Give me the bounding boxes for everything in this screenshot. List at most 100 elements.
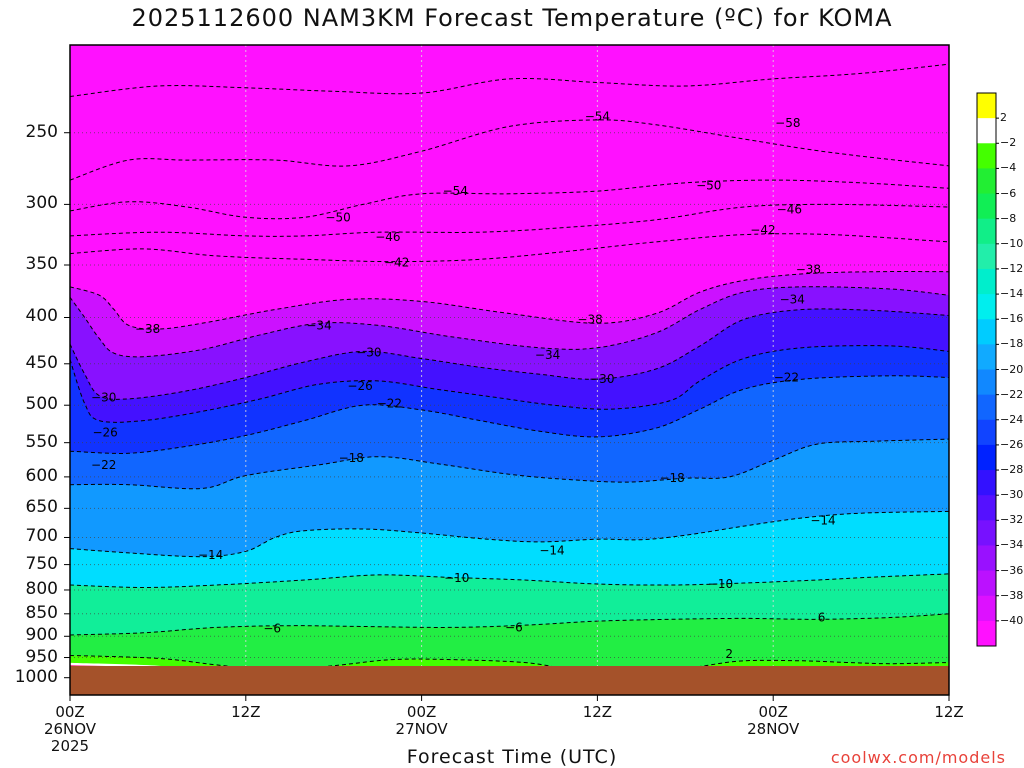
colorbar-swatch bbox=[977, 394, 996, 421]
contour-line bbox=[70, 510, 949, 558]
colorbar-swatch bbox=[977, 143, 996, 169]
contour-label: −46 bbox=[375, 230, 400, 244]
plot-frame bbox=[69, 44, 950, 696]
colorbar-label: −34 bbox=[1000, 538, 1024, 552]
colorbar-swatch bbox=[977, 495, 996, 521]
contour-label: −22 bbox=[377, 397, 402, 411]
colorbar-swatch bbox=[977, 168, 996, 195]
contour-line bbox=[70, 119, 949, 181]
y-tick-label: 350 bbox=[25, 253, 58, 274]
contour-line bbox=[70, 63, 949, 97]
colorbar-swatch bbox=[977, 444, 996, 471]
colorbar-swatch bbox=[977, 595, 996, 622]
colorbar-label: −2 bbox=[1000, 136, 1017, 150]
colorbar-label: −22 bbox=[1000, 387, 1024, 401]
contour-label: −22 bbox=[774, 371, 799, 385]
contour-label: −26 bbox=[347, 379, 372, 393]
colorbar-label: −6 bbox=[1000, 186, 1017, 200]
contour-label: −38 bbox=[135, 322, 160, 336]
contour-label: −30 bbox=[356, 345, 381, 359]
colorbar-label: −26 bbox=[1000, 437, 1024, 451]
contour-label: −6 bbox=[263, 621, 281, 635]
colorbar-label: −18 bbox=[1000, 337, 1024, 351]
contour-label: −38 bbox=[577, 312, 602, 326]
contour-label: −50 bbox=[696, 179, 721, 193]
colorbar-swatch bbox=[977, 218, 996, 245]
y-tick-label: 1000 bbox=[14, 666, 58, 687]
contour-label: −30 bbox=[589, 372, 614, 386]
colorbar-label: −30 bbox=[1000, 488, 1024, 502]
contour-label: −34 bbox=[306, 318, 331, 332]
watermark: coolwx.com/models bbox=[830, 748, 1006, 767]
y-tick-label: 500 bbox=[25, 394, 58, 415]
colorbar-swatch bbox=[977, 268, 996, 295]
x-axis-title: Forecast Time (UTC) bbox=[406, 746, 618, 768]
contour-label: 2 bbox=[725, 647, 733, 661]
contour-label: −46 bbox=[777, 203, 802, 217]
colorbar-swatch bbox=[977, 319, 996, 345]
chart-title: 2025112600 NAM3KM Forecast Temperature (… bbox=[131, 4, 893, 32]
contour-line bbox=[70, 308, 949, 400]
y-tick-label: 900 bbox=[25, 625, 58, 646]
contour-line bbox=[70, 438, 949, 490]
colorbar-swatch bbox=[977, 570, 996, 597]
x-tick-label: 00Z 27NOV bbox=[395, 703, 448, 738]
contour-label: −54 bbox=[443, 184, 468, 198]
colorbar-label: −4 bbox=[1000, 161, 1017, 175]
contour-label: −14 bbox=[198, 548, 223, 562]
x-tick-label: 12Z bbox=[231, 703, 261, 721]
y-tick-label: 550 bbox=[25, 431, 58, 452]
contour-line bbox=[70, 271, 949, 330]
colorbar-label: −20 bbox=[1000, 362, 1024, 376]
colorbar-label: −14 bbox=[1000, 287, 1024, 301]
colorbar-label: −12 bbox=[1000, 261, 1024, 275]
contour-label: −14 bbox=[810, 513, 835, 527]
contour-label: −42 bbox=[384, 256, 409, 270]
colorbar-label: −28 bbox=[1000, 463, 1024, 477]
y-tick-label: 800 bbox=[25, 578, 58, 599]
contour-label: −34 bbox=[780, 292, 805, 306]
colorbar-swatch bbox=[977, 620, 996, 647]
y-tick-label: 750 bbox=[25, 553, 58, 574]
contour-label: −18 bbox=[659, 471, 684, 485]
contour-label: 6 bbox=[818, 610, 826, 624]
colorbar-swatch bbox=[977, 243, 996, 270]
colorbar-label: −24 bbox=[1000, 412, 1024, 426]
contour-label: −58 bbox=[775, 116, 800, 130]
contour-label: −42 bbox=[750, 223, 775, 237]
x-tick-label: 12Z bbox=[934, 703, 964, 721]
colorbar-swatch bbox=[977, 369, 996, 396]
y-tick-label: 700 bbox=[25, 526, 58, 547]
y-tick-label: 950 bbox=[25, 646, 58, 667]
colorbar-swatch bbox=[977, 193, 996, 220]
contour-label: −6 bbox=[505, 620, 523, 634]
contour-label: −34 bbox=[535, 348, 560, 362]
colorbar-swatch bbox=[977, 470, 996, 496]
contour-label: −10 bbox=[444, 571, 469, 585]
colorbar-label: −8 bbox=[1000, 211, 1017, 225]
colorbar-label: −40 bbox=[1000, 613, 1024, 627]
colorbar-label: −32 bbox=[1000, 513, 1024, 527]
colorbar-label: −10 bbox=[1000, 236, 1024, 250]
colorbar-label: −36 bbox=[1000, 563, 1024, 577]
x-tick-label: 00Z 28NOV bbox=[747, 703, 800, 738]
y-tick-label: 250 bbox=[25, 121, 58, 142]
contour-label: −30 bbox=[91, 390, 116, 404]
contour-label: −50 bbox=[325, 210, 350, 224]
contour-label: −10 bbox=[708, 577, 733, 591]
colorbar-label: −38 bbox=[1000, 588, 1024, 602]
contour-line bbox=[70, 179, 949, 220]
colorbar-swatch bbox=[977, 344, 996, 370]
y-tick-label: 850 bbox=[25, 602, 58, 623]
colorbar-swatch bbox=[977, 118, 996, 144]
y-tick-label: 600 bbox=[25, 465, 58, 486]
contour-label: −22 bbox=[91, 458, 116, 472]
colorbar-label: 2 bbox=[1000, 111, 1007, 125]
contour-label: −38 bbox=[796, 262, 821, 276]
contour-line bbox=[70, 286, 949, 358]
ground-surface bbox=[70, 666, 949, 695]
contour-line bbox=[70, 345, 949, 423]
colorbar-swatch bbox=[977, 419, 996, 446]
contour-label: −26 bbox=[92, 426, 117, 440]
